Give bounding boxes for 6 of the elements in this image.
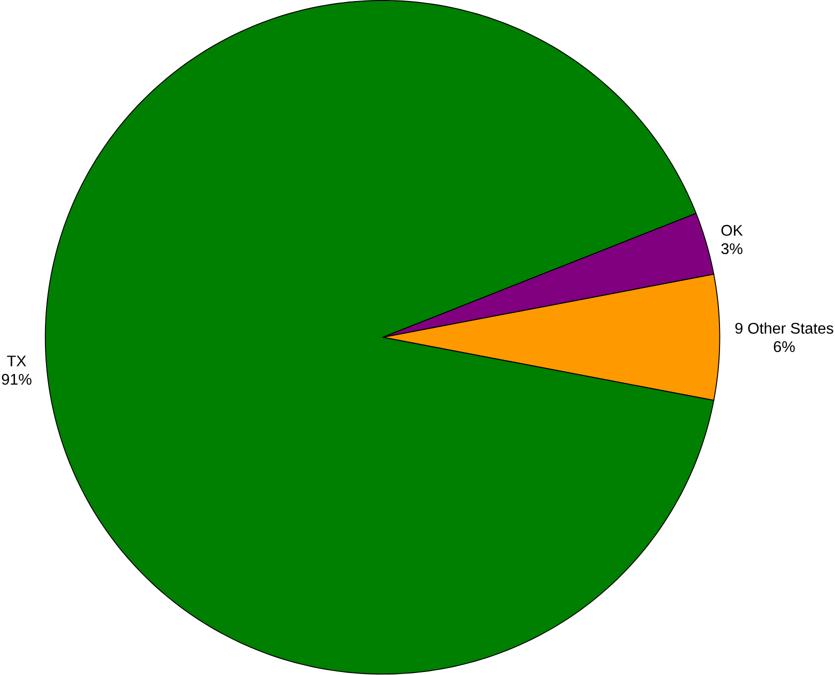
slice-label: 9 Other States bbox=[735, 322, 834, 334]
slice-label: TX bbox=[7, 356, 26, 367]
slice-label: OK bbox=[721, 225, 743, 236]
data-label: 3% bbox=[721, 243, 742, 254]
data-label: 91% bbox=[2, 374, 32, 385]
data-label: 6% bbox=[774, 341, 795, 352]
